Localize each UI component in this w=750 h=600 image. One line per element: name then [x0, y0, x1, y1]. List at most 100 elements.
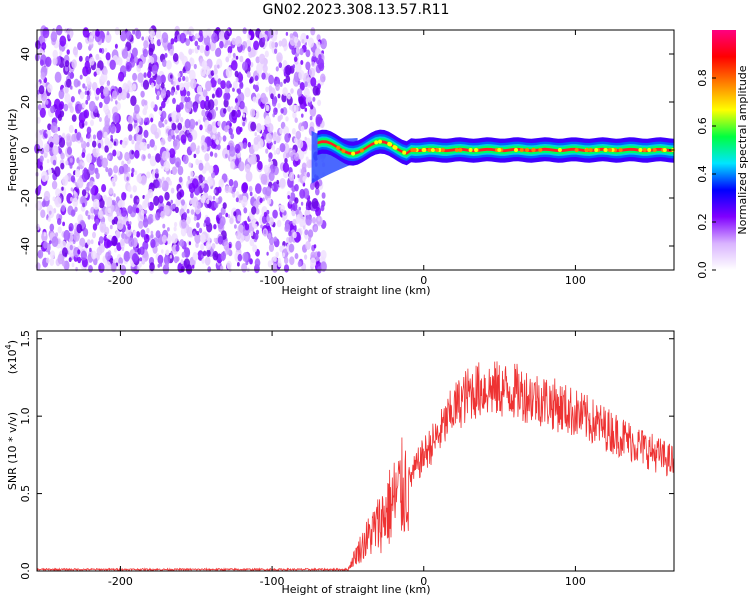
noise-blob [155, 230, 161, 239]
noise-blob [190, 192, 194, 199]
noise-blob [277, 55, 282, 63]
noise-blob [299, 48, 304, 56]
noise-blob [95, 28, 100, 37]
noise-blob [180, 219, 187, 229]
noise-blob [156, 75, 162, 85]
noise-blob [200, 67, 206, 77]
noise-blob [58, 137, 66, 148]
noise-blob [192, 231, 196, 237]
noise-blob [285, 116, 289, 122]
noise-blob [188, 31, 192, 36]
noise-blob [200, 195, 206, 204]
noise-blob [304, 229, 309, 236]
noise-blob [79, 91, 85, 100]
noise-blob [314, 181, 320, 190]
noise-blob [51, 236, 59, 248]
noise-blob [89, 56, 95, 66]
noise-blob [83, 167, 88, 174]
spectrogram-xtick-label: 0 [420, 274, 427, 287]
noise-blob [179, 102, 184, 110]
noise-blob [225, 212, 229, 218]
noise-blob [234, 143, 241, 154]
noise-blob [146, 171, 151, 179]
noise-blob [68, 102, 72, 109]
noise-blob [103, 68, 108, 76]
noise-blob [271, 185, 274, 190]
signal-peak-dot [647, 148, 652, 152]
noise-blob [283, 264, 290, 273]
signal-peak-dot [608, 148, 612, 152]
noise-blob [88, 265, 93, 273]
noise-blob [196, 85, 203, 95]
noise-blob [274, 76, 278, 81]
noise-blob [136, 113, 140, 119]
noise-blob [280, 204, 285, 213]
noise-blob [93, 257, 98, 266]
noise-blob [254, 258, 261, 268]
noise-blob [254, 75, 259, 81]
noise-blob [225, 56, 230, 63]
noise-blob [277, 93, 281, 99]
noise-blob [279, 143, 286, 153]
noise-blob [155, 29, 162, 39]
noise-blob [117, 200, 123, 208]
noise-blob [48, 168, 52, 175]
noise-blob [136, 231, 141, 238]
noise-blob [82, 83, 86, 89]
noise-blob [198, 162, 204, 171]
noise-blob [157, 263, 161, 268]
noise-blob [135, 29, 142, 40]
noise-blob [275, 251, 280, 258]
noise-blob [309, 115, 313, 121]
noise-blob [262, 37, 266, 43]
noise-blob [37, 104, 42, 111]
noise-blob [213, 201, 219, 209]
noise-blob [117, 57, 123, 66]
noise-blob [180, 117, 184, 123]
noise-blob [120, 238, 125, 247]
noise-blob [188, 48, 193, 55]
noise-blob [300, 216, 307, 228]
noise-blob [222, 135, 227, 142]
noise-blob [227, 40, 231, 46]
noise-blob [103, 104, 109, 114]
signal-peak-dot [402, 150, 407, 155]
figure-title: GN02.2023.308.13.57.R11 [263, 2, 450, 18]
noise-blob [86, 153, 93, 163]
noise-blob [213, 224, 217, 230]
noise-blob [223, 92, 229, 101]
noise-blob [284, 256, 289, 265]
noise-blob [283, 46, 287, 52]
noise-blob [305, 205, 309, 210]
noise-blob [189, 118, 196, 130]
noise-blob [143, 40, 149, 49]
noise-blob [202, 30, 208, 39]
noise-blob [110, 262, 117, 273]
noise-blob [182, 75, 186, 82]
noise-blob [257, 160, 263, 171]
noise-blob [150, 101, 155, 109]
noise-blob [301, 113, 304, 118]
noise-blob [187, 134, 193, 143]
noise-blob [125, 30, 132, 41]
noise-blob [82, 66, 89, 77]
noise-blob [49, 258, 55, 266]
noise-blob [39, 59, 44, 66]
noise-blob [212, 134, 216, 140]
noise-blob [273, 236, 277, 242]
noise-blob [136, 198, 140, 203]
noise-blob [86, 141, 90, 148]
noise-blob [193, 215, 197, 222]
signal-peak-dot [430, 148, 435, 152]
noise-blob [260, 173, 268, 185]
noise-blob [238, 161, 245, 172]
noise-blob [155, 168, 159, 174]
noise-blob [262, 186, 268, 195]
noise-blob [223, 98, 229, 108]
noise-blob [310, 251, 316, 260]
signal-band-layer [317, 140, 674, 155]
noise-blob [132, 185, 137, 193]
noise-blob [218, 178, 225, 189]
noise-blob [282, 87, 288, 96]
